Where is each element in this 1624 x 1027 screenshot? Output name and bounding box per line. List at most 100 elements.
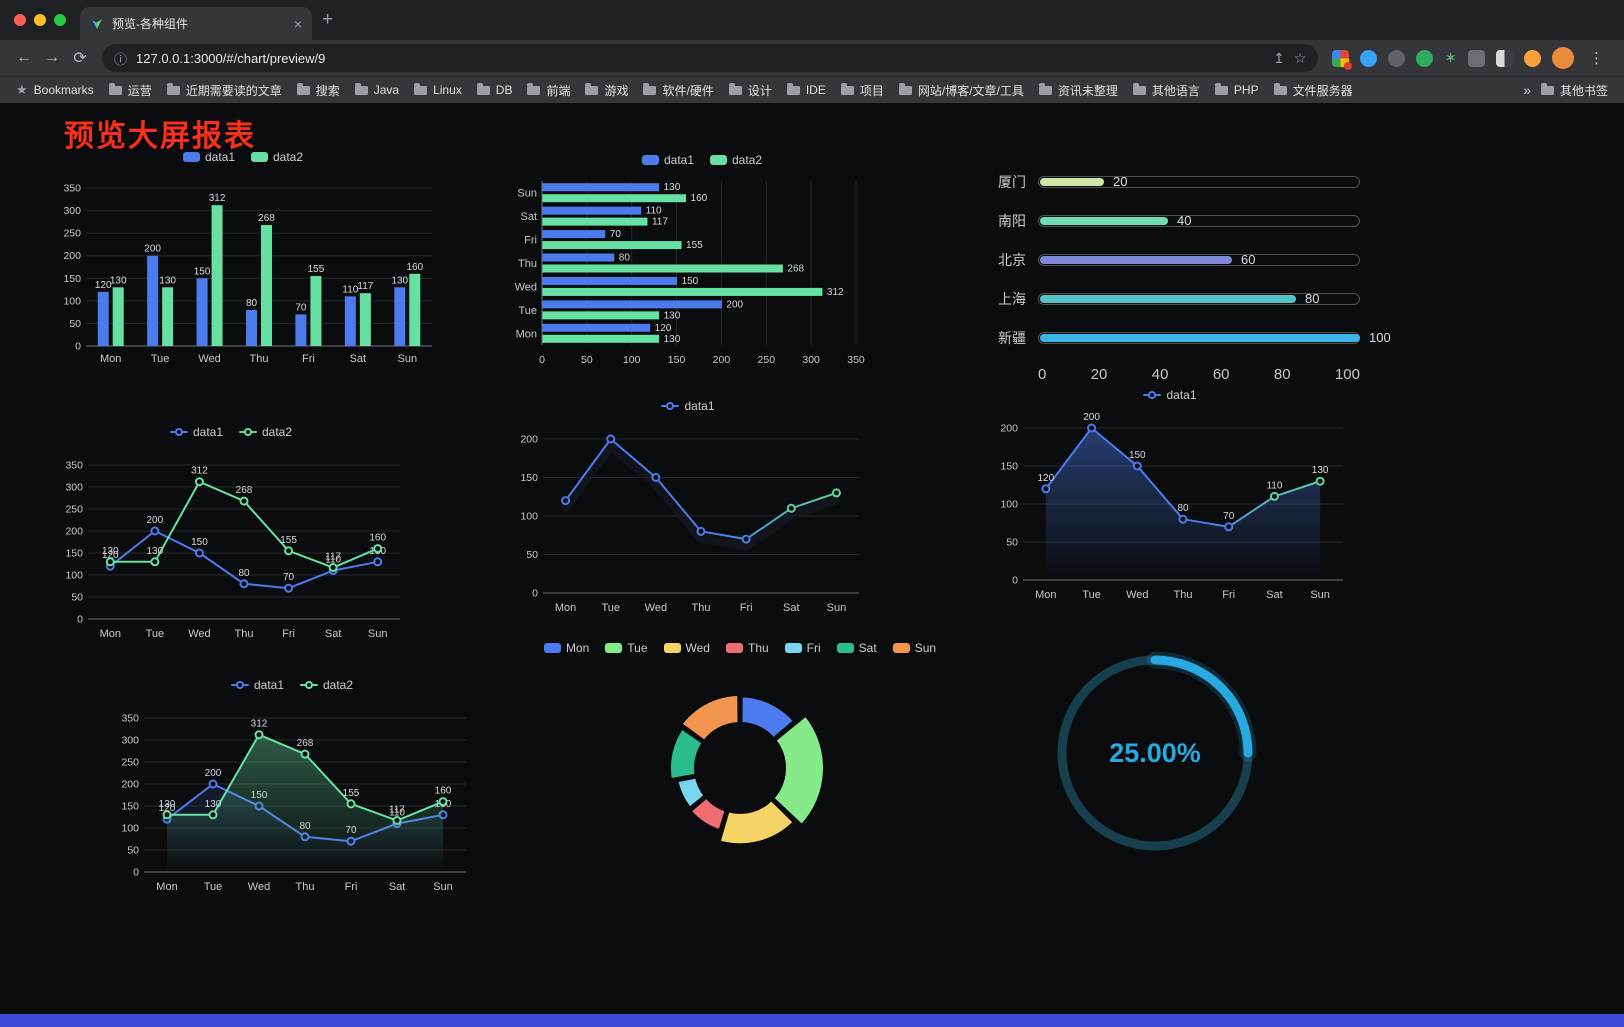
legend-item[interactable]: data2 [300,678,353,692]
legend-item[interactable]: data1 [169,425,223,439]
svg-text:200: 200 [1083,412,1100,423]
svg-text:Thu: Thu [518,258,537,270]
bookmark-star-icon[interactable]: ☆ [1293,49,1307,66]
legend-item[interactable]: Mon [543,641,589,655]
profile-avatar[interactable] [1552,47,1574,69]
line-legend-marker [661,402,680,410]
forward-icon[interactable]: → [44,49,60,66]
close-window-button[interactable] [14,14,26,26]
bookmark-folder[interactable]: 搜索 [296,82,340,99]
puzzle-icon[interactable] [1468,49,1485,67]
bookmark-folder[interactable]: 文件服务器 [1273,82,1353,99]
progress-row: 新疆 100 [988,327,1391,349]
bookmark-folder[interactable]: 网站/博客/文章/工具 [898,82,1024,99]
legend-swatch [605,643,623,653]
svg-text:117: 117 [325,552,341,563]
extension-icon-star[interactable]: ✶ [1444,49,1457,67]
bookmarks-overflow-chevron[interactable]: » [1523,82,1531,98]
svg-text:150: 150 [668,354,686,366]
extension-icon-drop[interactable] [1360,49,1378,67]
extensions-area: ✶ ⋮ [1332,47,1608,70]
tab-close-icon[interactable]: × [293,15,302,32]
progress-track: 60 [1038,252,1360,267]
svg-text:Thu: Thu [1174,589,1193,601]
svg-text:130: 130 [664,182,681,193]
legend-item[interactable]: Tue [605,641,648,655]
legend-item[interactable]: data1 [230,678,284,692]
url-text[interactable]: 127.0.0.1:3000/#/chart/preview/9 [136,50,326,66]
svg-text:120: 120 [655,323,672,334]
zoom-window-button[interactable] [54,14,66,26]
bookmark-folder[interactable]: 软件/硬件 [643,82,714,99]
svg-text:200: 200 [726,299,743,310]
bookmark-folder[interactable]: 资讯未整理 [1038,82,1118,99]
browser-tab[interactable]: 预览-各种组件 × [80,7,312,40]
extension-icon-reader[interactable] [1496,49,1513,67]
svg-text:312: 312 [209,193,226,204]
extension-icon-apps[interactable] [1332,49,1353,70]
legend-item[interactable]: Sat [836,641,877,655]
extension-icon-emoji[interactable] [1524,49,1541,67]
legend-item[interactable]: data2 [239,425,292,439]
line-legend-marker [1143,391,1162,399]
bookmark-folder[interactable]: 近期需要读的文章 [166,82,282,99]
reload-icon[interactable]: ⟳ [73,50,87,67]
tab-favicon [92,18,102,29]
legend-item[interactable]: data1 [1143,388,1197,402]
svg-text:150: 150 [194,266,211,277]
legend-item[interactable]: data1 [182,150,235,164]
svg-text:117: 117 [652,217,668,228]
legend-swatch [784,643,802,653]
browser-menu-icon[interactable]: ⋮ [1589,50,1604,67]
chart-canvas: 0 50 100 150 200 250 300 350 Mon Tue Wed Thu Fri Sat S… [63,183,432,365]
chart-canvas: 25.00% [1057,651,1257,851]
back-icon[interactable]: ← [16,49,32,66]
site-info-icon[interactable]: ⓘ [114,51,128,67]
bookmark-folder[interactable]: Linux [414,82,462,99]
bookmark-folder[interactable]: 游戏 [585,82,628,99]
progress-value: 40 [1177,213,1192,228]
bookmark-folder[interactable]: 设计 [728,82,772,99]
svg-text:25.00%: 25.00% [1109,738,1201,768]
legend-item[interactable]: Wed [663,641,710,655]
bookmark-folder[interactable]: 运营 [108,82,152,99]
folder-icon [585,82,599,95]
progress-fill [1040,256,1232,264]
other-bookmarks[interactable]: 其他书签 [1540,82,1608,99]
bookmark-folder[interactable]: 其他语言 [1132,82,1200,99]
bookmark-folder[interactable]: 项目 [840,82,884,99]
folder-icon [1038,82,1052,95]
bookmark-folder[interactable]: 前端 [527,82,570,99]
bookmark-item-bookmarks[interactable]: ★ Bookmarks [16,82,94,98]
share-icon[interactable]: ↥ [1273,49,1285,66]
svg-text:200: 200 [713,354,731,366]
legend-item[interactable]: data1 [641,153,694,167]
legend-item[interactable]: Fri [784,641,821,655]
svg-text:70: 70 [610,229,622,240]
bookmark-folder[interactable]: Java [354,82,399,99]
legend-item[interactable]: data1 [661,399,715,413]
extension-icon-green[interactable] [1416,49,1434,67]
svg-text:150: 150 [682,276,699,287]
svg-text:Wed: Wed [188,628,210,640]
legend-item[interactable]: Sun [892,641,936,655]
minimize-window-button[interactable] [34,14,46,26]
bookmark-folder[interactable]: PHP [1214,82,1259,99]
svg-text:Sat: Sat [783,602,800,614]
legend-item[interactable]: data2 [710,153,762,167]
svg-text:Sun: Sun [517,188,537,200]
extension-icon-gray[interactable] [1388,49,1406,67]
svg-text:268: 268 [236,485,253,496]
chart-canvas: 0 50 100 150 200 Mon Tue Wed Thu Fri Sat Sun [520,434,859,614]
folder-icon [728,82,742,95]
chart-legend: data1 data2 [50,423,412,441]
legend-item[interactable]: Thu [725,641,769,655]
address-bar[interactable]: ⓘ 127.0.0.1:3000/#/chart/preview/9 ↥ ☆ [102,44,1319,72]
bookmark-folder[interactable]: IDE [786,82,826,99]
new-tab-button[interactable]: + [322,9,334,30]
svg-text:200: 200 [65,526,83,538]
legend-swatch [543,643,561,653]
legend-item[interactable]: data2 [251,150,303,164]
bookmark-folder[interactable]: DB [476,82,512,99]
bookmarks-bar: ★ Bookmarks 运营 近期需要读的文章 搜索 Java Linux DB 前端 游戏软… [0,76,1624,103]
